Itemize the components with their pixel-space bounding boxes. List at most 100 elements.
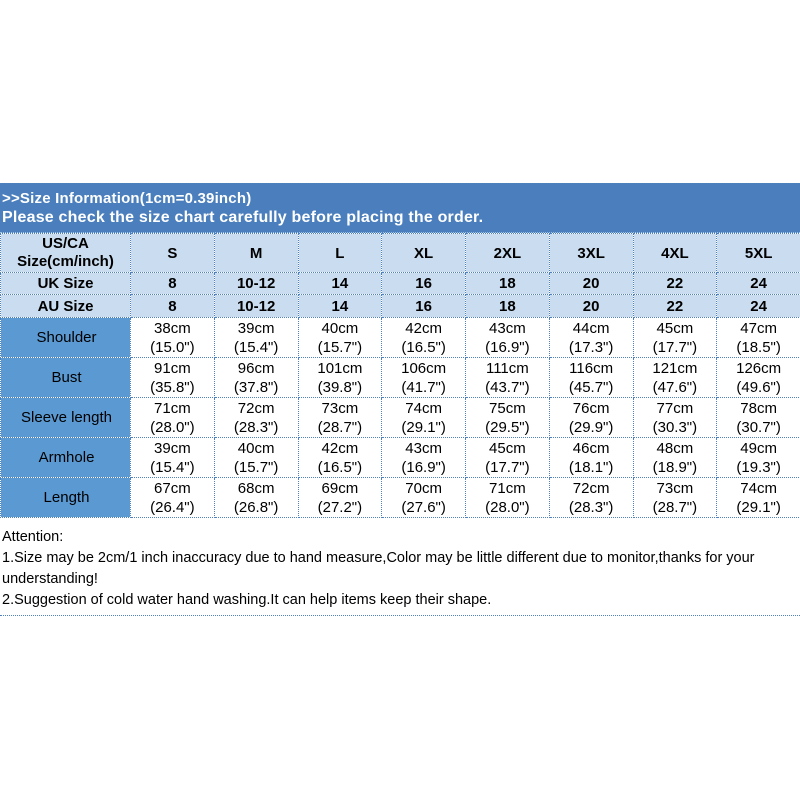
cm-value: 77cm <box>656 399 694 417</box>
inch-value: (18.5") <box>736 338 781 356</box>
attention-title: Attention: <box>2 529 64 545</box>
size-cell: 72cm (28.3") <box>548 477 634 518</box>
uk-size-value: 24 <box>716 272 800 295</box>
cm-value: 74cm <box>405 399 442 417</box>
size-cell: 43cm (16.9") <box>381 437 466 478</box>
size-cell: 70cm (27.6") <box>381 477 466 518</box>
inch-value: (17.7") <box>485 458 530 476</box>
measurement-row-length: Length 67cm (26.4") 68cm (26.8") 69cm (27.2… <box>0 477 800 518</box>
size-cell: 43cm (16.9") <box>465 317 550 358</box>
inch-value: (47.6") <box>652 378 698 396</box>
cm-value: 72cm <box>237 399 275 417</box>
inch-value: (29.1") <box>401 418 446 436</box>
size-cell: 96cm (37.8") <box>213 357 299 398</box>
size-cell: 72cm (28.3") <box>213 397 299 438</box>
cm-value: 106cm <box>401 359 447 377</box>
size-cell: 126cm (49.6") <box>716 357 800 398</box>
au-size-value: 22 <box>632 294 718 318</box>
cm-value: 70cm <box>405 479 442 497</box>
uk-size-value: 16 <box>381 272 466 295</box>
uk-size-value: 18 <box>465 272 550 295</box>
cm-value: 67cm <box>154 479 191 497</box>
size-cell: 67cm (26.4") <box>130 477 215 518</box>
measurement-label: Shoulder <box>0 317 131 358</box>
inch-value: (28.7") <box>317 418 363 436</box>
inch-value: (15.7") <box>317 338 363 356</box>
banner-title: >>Size Information(1cm=0.39inch) <box>2 190 252 207</box>
inch-value: (16.9") <box>401 458 446 476</box>
inch-value: (30.3") <box>652 418 698 436</box>
attention-line-3: 2.Suggestion of cold water hand washing.… <box>2 592 492 608</box>
uk-size-value: 22 <box>632 272 718 295</box>
cm-value: 126cm <box>736 359 782 377</box>
cm-value: 75cm <box>489 399 526 417</box>
size-header-row: US/CA Size(cm/inch) S M L XL 2XL 3XL 4XL… <box>0 233 800 273</box>
inch-value: (15.7") <box>233 458 279 476</box>
inch-value: (49.6") <box>736 378 781 396</box>
attention-line-2: understanding! <box>2 571 98 587</box>
size-cell: 42cm (16.5") <box>381 317 466 358</box>
size-cell: 121cm (47.6") <box>632 357 718 398</box>
size-cell: 44cm (17.3") <box>548 317 634 358</box>
inch-value: (28.3") <box>568 498 614 516</box>
cm-value: 46cm <box>572 439 610 457</box>
size-cell: 40cm (15.7") <box>297 317 383 358</box>
inch-value: (39.8") <box>317 378 363 396</box>
inch-value: (43.7") <box>485 378 530 396</box>
size-cell: 111cm (43.7") <box>465 357 550 398</box>
inch-value: (26.8") <box>233 498 279 516</box>
cm-value: 38cm <box>154 319 191 337</box>
cm-value: 43cm <box>489 319 526 337</box>
au-size-value: 16 <box>381 294 466 318</box>
size-cell: 101cm (39.8") <box>297 357 383 398</box>
measurement-label: Armhole <box>0 437 131 478</box>
inch-value: (15.4") <box>233 338 279 356</box>
cm-value: 39cm <box>237 319 275 337</box>
inch-value: (16.5") <box>401 338 446 356</box>
inch-value: (35.8") <box>150 378 195 396</box>
inch-value: (15.4") <box>150 458 195 476</box>
attention-note: Attention: 1.Size may be 2cm/1 inch inac… <box>0 518 800 616</box>
size-cell: 91cm (35.8") <box>130 357 215 398</box>
size-cell: 68cm (26.8") <box>213 477 299 518</box>
banner-subtitle: Please check the size chart carefully be… <box>2 209 484 226</box>
uk-size-value: 20 <box>548 272 634 295</box>
cm-value: 42cm <box>321 439 359 457</box>
measurement-label: Sleeve length <box>0 397 131 438</box>
au-size-value: 10-12 <box>213 294 299 318</box>
size-info-banner: >>Size Information(1cm=0.39inch) Please … <box>0 183 800 233</box>
size-cell: 39cm (15.4") <box>130 437 215 478</box>
size-cell: 38cm (15.0") <box>130 317 215 358</box>
inch-value: (17.7") <box>652 338 698 356</box>
cm-value: 48cm <box>656 439 694 457</box>
size-cell: 76cm (29.9") <box>548 397 634 438</box>
cm-value: 101cm <box>317 359 363 377</box>
size-cell: 73cm (28.7") <box>297 397 383 438</box>
cm-value: 49cm <box>740 439 777 457</box>
column-header-xl: XL <box>381 233 466 273</box>
au-size-value: 20 <box>548 294 634 318</box>
cm-value: 40cm <box>321 319 359 337</box>
cm-value: 111cm <box>485 359 529 377</box>
size-cell: 40cm (15.7") <box>213 437 299 478</box>
cm-value: 45cm <box>656 319 694 337</box>
inch-value: (37.8") <box>233 378 279 396</box>
inch-value: (26.4") <box>150 498 195 516</box>
size-cell: 73cm (28.7") <box>632 477 718 518</box>
size-cell: 48cm (18.9") <box>632 437 718 478</box>
cm-value: 40cm <box>237 439 275 457</box>
au-size-value: 24 <box>716 294 800 318</box>
au-size-label: AU Size <box>0 294 131 318</box>
size-cell: 69cm (27.2") <box>297 477 383 518</box>
inch-value: (27.2") <box>317 498 363 516</box>
measurement-label: Bust <box>0 357 131 398</box>
size-cell: 39cm (15.4") <box>213 317 299 358</box>
attention-line-1: 1.Size may be 2cm/1 inch inaccuracy due … <box>2 550 755 566</box>
measurement-label: Length <box>0 477 131 518</box>
size-cell: 47cm (18.5") <box>716 317 800 358</box>
column-header-3xl: 3XL <box>548 233 634 273</box>
cm-value: 116cm <box>569 359 614 377</box>
size-cell: 42cm (16.5") <box>297 437 383 478</box>
au-size-value: 18 <box>465 294 550 318</box>
uk-size-value: 14 <box>297 272 383 295</box>
